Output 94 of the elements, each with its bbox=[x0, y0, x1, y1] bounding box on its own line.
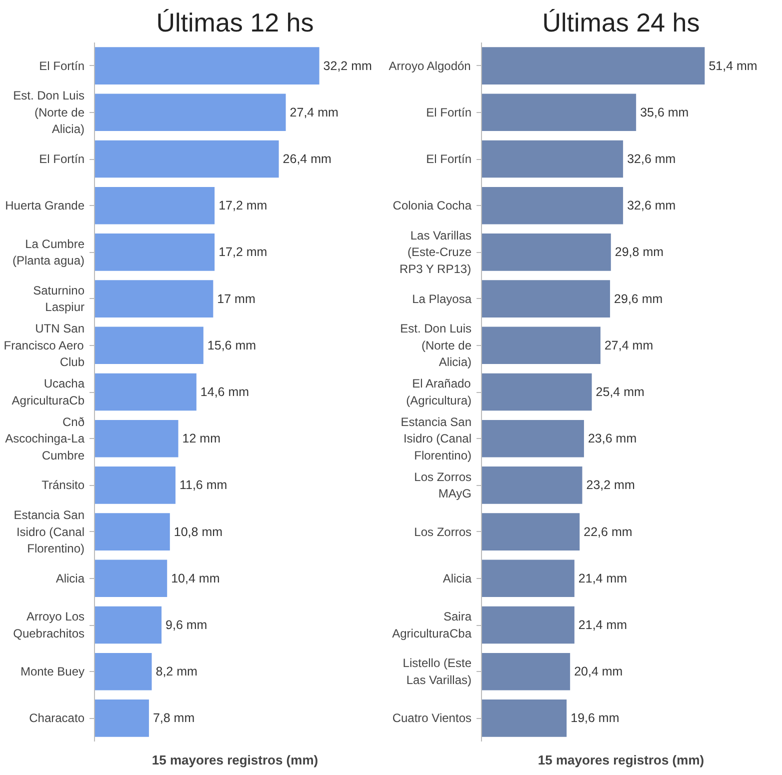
data-label: 23,6 mm bbox=[588, 432, 637, 446]
y-tick-label: Arroyo Algodón bbox=[388, 58, 471, 73]
bar bbox=[94, 47, 320, 84]
data-label: 15,6 mm bbox=[207, 338, 256, 352]
bar bbox=[482, 140, 624, 178]
data-label: 20,4 mm bbox=[574, 664, 623, 679]
y-tick-label: Alicia bbox=[442, 571, 472, 586]
data-label: 22,6 mm bbox=[584, 524, 632, 539]
y-tick-label: Los Zorros MAyG bbox=[414, 470, 472, 501]
bar bbox=[94, 606, 162, 644]
bar bbox=[94, 513, 170, 550]
y-tick-label: Alicia bbox=[56, 571, 85, 586]
bar bbox=[94, 326, 204, 364]
data-label: 29,6 mm bbox=[614, 292, 663, 306]
y-tick-label: Characato bbox=[29, 711, 85, 726]
bar bbox=[482, 326, 600, 364]
data-label: 9,6 mm bbox=[166, 618, 208, 632]
data-label: 21,4 mm bbox=[578, 571, 628, 586]
data-label: 17 mm bbox=[217, 292, 256, 306]
y-tick-label: El Fortín bbox=[39, 58, 85, 73]
y-tick-label: Tránsito bbox=[42, 478, 85, 492]
y-tick-label: Arroyo Los Quebrachitos bbox=[13, 610, 85, 640]
y-tick-label: Cnð Ascochinga-La Cumbre bbox=[5, 414, 85, 462]
bar bbox=[482, 700, 567, 737]
y-tick-label: La Playosa bbox=[412, 292, 472, 306]
y-tick-label: El Fortín bbox=[426, 152, 472, 166]
chart-title: Últimas 12 hs bbox=[156, 8, 314, 38]
data-label: 29,8 mm bbox=[614, 245, 664, 260]
data-label: 32,6 mm bbox=[627, 198, 676, 213]
y-tick-label: Saira AgriculturaCba bbox=[392, 610, 472, 640]
y-tick-label: Est. Don Luis (Norte de Alicia) bbox=[13, 88, 85, 136]
y-tick-label: Los Zorros bbox=[414, 524, 472, 539]
y-tick-label: Monte Buey bbox=[20, 664, 85, 679]
bar bbox=[94, 466, 176, 504]
y-tick-label: Cuatro Vientos bbox=[392, 711, 472, 726]
y-tick-label: El Fortín bbox=[39, 152, 85, 166]
y-tick-label: Saturnino Laspiur bbox=[33, 283, 85, 314]
bar bbox=[94, 700, 149, 737]
chart-title: Últimas 24 hs bbox=[542, 8, 700, 38]
data-label: 35,6 mm bbox=[640, 105, 689, 120]
data-label: 21,4 mm bbox=[578, 618, 628, 632]
bar bbox=[482, 186, 624, 224]
data-label: 7,8 mm bbox=[152, 711, 195, 726]
y-tick-label: Estancia San Isidro (Canal Florentino) bbox=[14, 508, 85, 556]
data-label: 19,6 mm bbox=[570, 711, 620, 726]
bar bbox=[94, 140, 279, 178]
bar bbox=[94, 420, 178, 458]
data-label: 23,2 mm bbox=[586, 478, 635, 492]
bar bbox=[94, 373, 196, 411]
data-label: 26,4 mm bbox=[282, 152, 332, 166]
bar bbox=[482, 652, 570, 690]
bar bbox=[94, 560, 168, 598]
bar bbox=[482, 94, 636, 132]
y-tick-label: Huerta Grande bbox=[5, 198, 85, 213]
bar bbox=[94, 652, 152, 690]
data-label: 8,2 mm bbox=[156, 664, 198, 679]
bar bbox=[482, 47, 705, 84]
y-tick-label: Las Varillas (Este-Cruze RP3 Y RP13) bbox=[399, 228, 472, 276]
data-label: 12 mm bbox=[182, 432, 220, 446]
data-label: 17,2 mm bbox=[218, 198, 268, 213]
bar bbox=[94, 280, 214, 318]
y-tick-label: Listello (Este Las Varillas) bbox=[402, 656, 472, 687]
y-tick-label: UTN San Francisco Aero Club bbox=[4, 322, 85, 370]
bar bbox=[482, 606, 574, 644]
data-label: 11,6 mm bbox=[179, 478, 228, 492]
data-label: 32,6 mm bbox=[627, 152, 676, 166]
data-label: 17,2 mm bbox=[218, 245, 268, 260]
bar bbox=[482, 234, 611, 271]
y-tick-label: Estancia San Isidro (Canal Florentino) bbox=[400, 414, 472, 462]
bar bbox=[482, 466, 582, 504]
bar bbox=[482, 420, 584, 458]
bar bbox=[94, 186, 215, 224]
bar bbox=[482, 280, 610, 318]
data-label: 14,6 mm bbox=[200, 385, 250, 399]
bar bbox=[94, 94, 286, 132]
data-label: 10,4 mm bbox=[171, 571, 220, 586]
data-label: 32,2 mm bbox=[323, 58, 372, 73]
bar bbox=[482, 373, 592, 411]
bar bbox=[482, 513, 580, 550]
data-label: 27,4 mm bbox=[290, 105, 338, 120]
bar bbox=[482, 560, 574, 598]
y-tick-label: El Fortín bbox=[426, 105, 472, 120]
y-tick-label: Est. Don Luis (Norte de Alicia) bbox=[400, 322, 472, 370]
y-tick-label: El Arañado (Agricultura) bbox=[406, 376, 472, 408]
data-label: 27,4 mm bbox=[604, 338, 654, 352]
y-tick-label: La Cumbre (Planta agua) bbox=[12, 236, 85, 268]
data-label: 25,4 mm bbox=[596, 385, 644, 399]
x-axis-title: 15 mayores registros (mm) bbox=[538, 752, 704, 768]
y-tick-label: Colonia Cocha bbox=[392, 198, 472, 213]
data-label: 51,4 mm bbox=[708, 58, 758, 73]
y-tick-label: Ucacha AgriculturaCb bbox=[12, 376, 85, 408]
data-label: 10,8 mm bbox=[174, 524, 223, 539]
x-axis-title: 15 mayores registros (mm) bbox=[152, 752, 318, 768]
bar bbox=[94, 234, 215, 271]
